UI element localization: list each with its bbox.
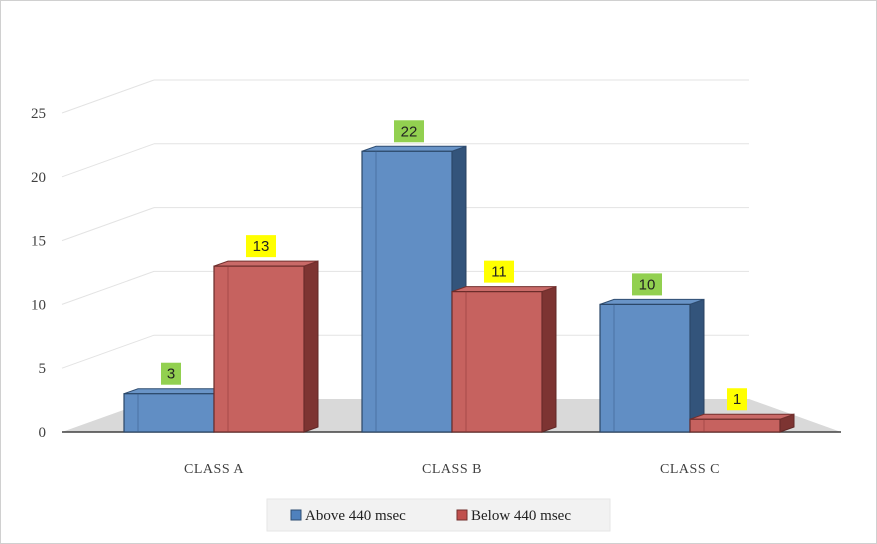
bar-front: [213, 265, 305, 433]
data-label-bg: [161, 362, 181, 385]
bar-side: [689, 298, 705, 433]
gridline-side: [61, 143, 155, 178]
data-label-bg: [727, 388, 747, 411]
data-label-bg: [246, 235, 276, 258]
legend-box: [266, 498, 611, 532]
bar-side: [303, 260, 319, 433]
x-tick-label: CLASS C: [660, 462, 720, 477]
data-labels: 3 13 22 11 10 1: [161, 120, 747, 411]
bar-below-440-msec-class-b: [451, 285, 557, 433]
bar-front: [361, 150, 453, 433]
bar-front: [689, 418, 781, 433]
y-tick-label: 10: [31, 297, 46, 313]
legend: Above 440 msec Below 440 msec: [266, 498, 611, 532]
legend-label: Above 440 msec: [305, 508, 406, 524]
x-axis: CLASS A CLASS B CLASS C: [184, 462, 720, 477]
bar-above-440-msec-class-c: [599, 298, 705, 433]
bar-top: [213, 260, 319, 267]
bar-front: [599, 303, 691, 433]
y-tick-label: 0: [39, 425, 47, 441]
data-label: 3: [167, 366, 175, 383]
y-tick-label: 15: [31, 234, 46, 250]
y-tick-label: 25: [31, 106, 46, 122]
bar-side: [541, 285, 557, 433]
data-label-bg: [394, 120, 424, 143]
data-label: 22: [401, 123, 418, 140]
data-label: 13: [253, 238, 270, 255]
legend-swatch: [456, 509, 468, 521]
bar-top: [689, 413, 795, 420]
bar-top: [361, 145, 467, 152]
gridline-side: [61, 270, 155, 305]
bar-above-440-msec-class-a: [123, 388, 229, 433]
x-tick-label: CLASS B: [422, 462, 482, 477]
data-label-bg: [632, 273, 662, 296]
y-tick-label: 5: [39, 361, 47, 377]
bar-below-440-msec-class-c: [689, 413, 795, 433]
data-label: 10: [639, 276, 656, 293]
legend-swatch: [290, 509, 302, 521]
bar-front: [451, 291, 543, 433]
bar-above-440-msec-class-b: [361, 145, 467, 433]
bars: [123, 145, 795, 433]
bar-below-440-msec-class-a: [213, 260, 319, 433]
data-label: 11: [491, 264, 507, 281]
gridline-side: [61, 207, 155, 242]
gridline-side: [61, 334, 155, 369]
gridline-side: [61, 79, 155, 114]
legend-label: Below 440 msec: [471, 508, 571, 524]
y-tick-label: 20: [31, 170, 46, 186]
data-label: 1: [733, 391, 741, 408]
bar-top: [123, 388, 229, 395]
bar-top: [599, 298, 705, 305]
bar-front: [123, 393, 215, 433]
data-label-bg: [484, 260, 514, 283]
x-tick-label: CLASS A: [184, 462, 244, 477]
bar-top: [451, 286, 557, 293]
